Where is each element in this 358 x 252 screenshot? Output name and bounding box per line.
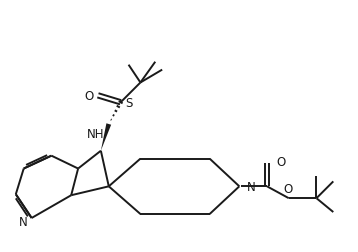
Text: O: O (283, 182, 292, 195)
Text: NH: NH (87, 128, 105, 141)
Text: N: N (19, 215, 28, 229)
Text: S: S (126, 96, 133, 109)
Text: N: N (247, 180, 256, 193)
Text: O: O (276, 155, 285, 168)
Text: O: O (84, 89, 94, 102)
Polygon shape (101, 124, 111, 151)
